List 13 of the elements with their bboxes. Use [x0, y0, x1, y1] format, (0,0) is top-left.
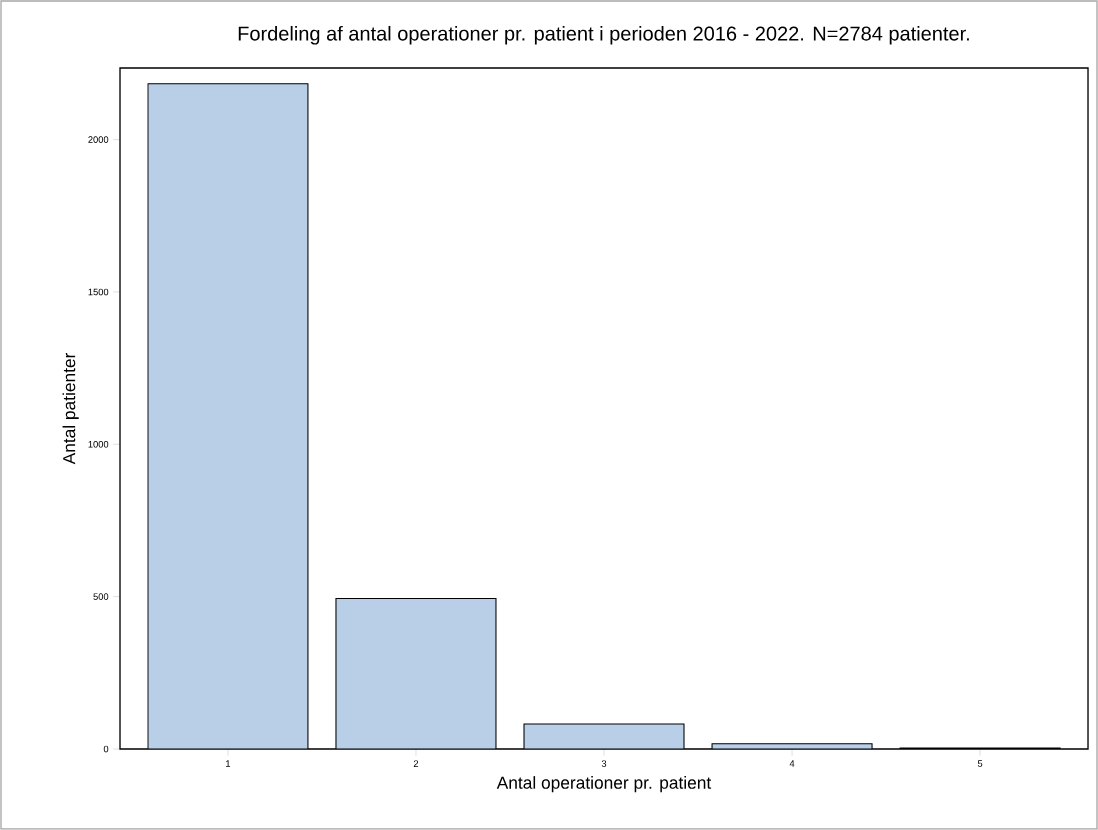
- y-tick-label: 0: [103, 745, 109, 753]
- y-tick-label: 1500: [88, 288, 109, 296]
- x-axis-title: Antal operationer pr. patient: [496, 776, 712, 793]
- x-tick-label: 2: [413, 760, 419, 767]
- chart-title: Fordeling af antal operationer pr. patient i perioden 2016 - 2022. N=2784 patienter.: [238, 25, 969, 45]
- x-tick-label: 4: [789, 760, 795, 767]
- x-tick-label: 5: [977, 760, 983, 767]
- x-tick-label: 3: [601, 760, 607, 767]
- y-tick-label: 500: [93, 593, 109, 600]
- x-tick-label: 1: [226, 760, 231, 767]
- y-tick-label: 2000: [88, 136, 109, 143]
- y-tick-label: 1000: [88, 441, 109, 448]
- y-axis-title: Antal patienter: [62, 352, 79, 465]
